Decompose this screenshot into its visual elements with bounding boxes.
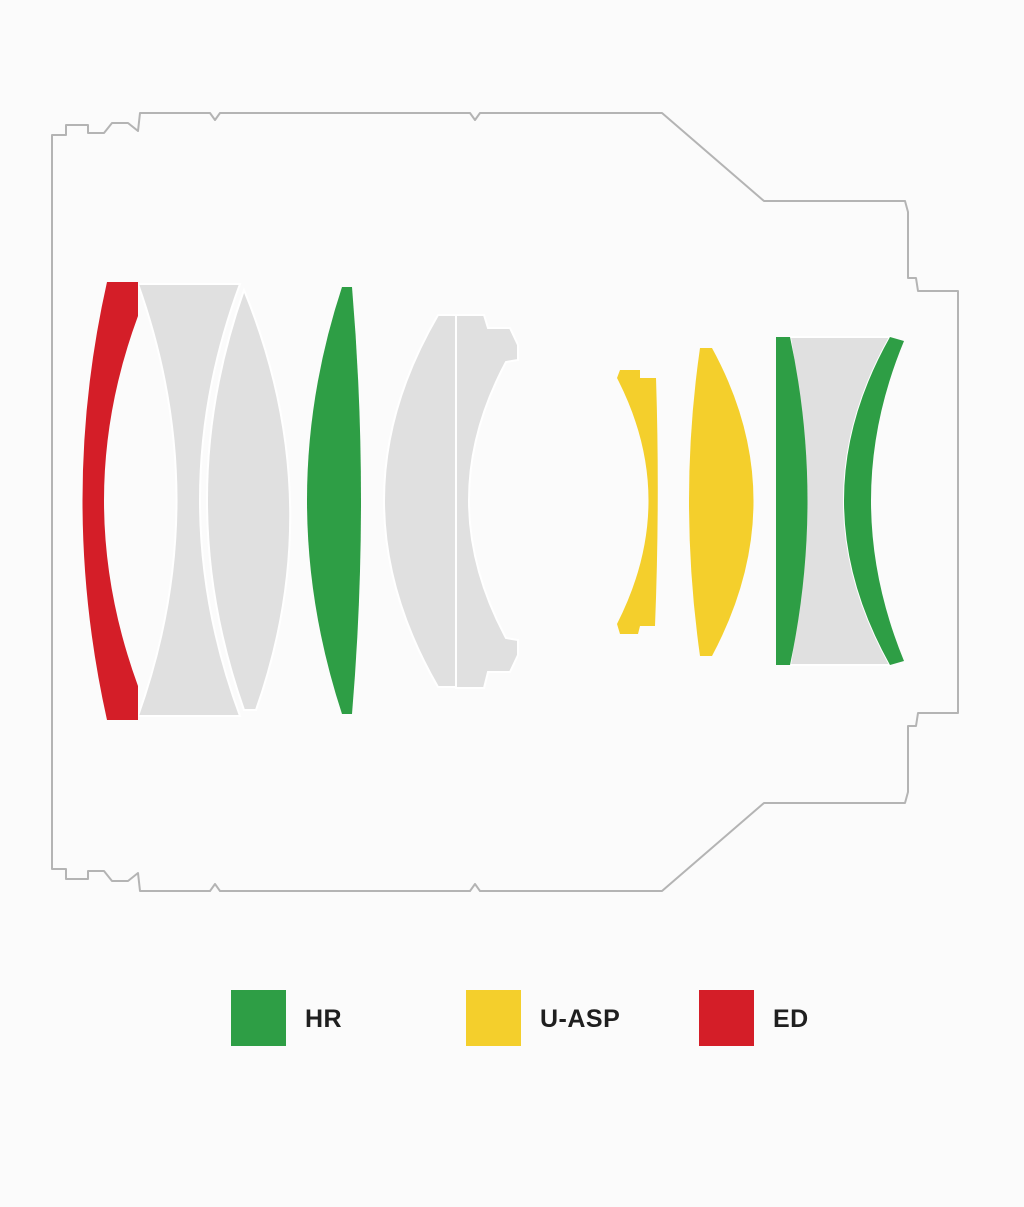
lens-element-6: [455, 314, 519, 689]
legend-label-ed: ED: [773, 1005, 809, 1033]
lens-cross-section-diagram: [51, 112, 959, 892]
lens-element-5: [383, 314, 457, 688]
lens-element-9: [776, 337, 808, 665]
legend-label-hr: HR: [305, 1005, 343, 1033]
lens-element-4: [307, 287, 361, 714]
lens-element-1: [82, 282, 138, 720]
legend-swatch-ed: [699, 990, 754, 1046]
legend-swatch-hr: [231, 990, 286, 1046]
legend-label-u-asp: U-ASP: [540, 1005, 621, 1033]
legend: HR U-ASP ED: [0, 990, 1024, 1048]
legend-swatch-u-asp: [466, 990, 521, 1046]
lens-element-8: [689, 348, 754, 656]
lens-element-2: [136, 283, 242, 717]
lens-barrel-outline: [51, 112, 959, 892]
lens-element-3: [206, 287, 292, 711]
lens-element-7: [617, 370, 658, 634]
lens-element-11: [844, 337, 904, 665]
